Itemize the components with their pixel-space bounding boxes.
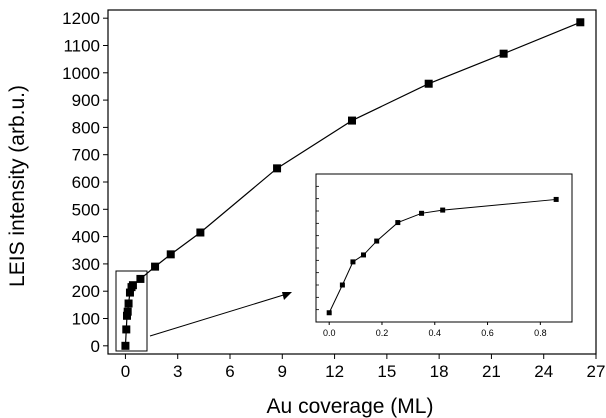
x-tick-label: 3 — [173, 362, 182, 381]
data-point — [128, 281, 137, 290]
y-tick-label: 0 — [91, 337, 100, 356]
inset-data-point — [419, 210, 425, 216]
x-tick-label: 0 — [121, 362, 130, 381]
y-tick-label: 500 — [72, 200, 100, 219]
x-tick-label: 24 — [534, 362, 553, 381]
data-point — [125, 288, 134, 297]
y-axis-title: LEIS intensity (arb.u.) — [6, 85, 29, 287]
data-point — [166, 250, 175, 259]
inset-data-point — [440, 207, 446, 213]
inset-data-point — [374, 238, 380, 244]
y-tick-label: 900 — [72, 91, 100, 110]
data-point — [348, 116, 356, 125]
inset-x-tick-label: 0.4 — [429, 328, 442, 338]
data-point — [273, 164, 282, 173]
y-tick-label: 100 — [72, 310, 100, 329]
x-tick-label: 15 — [377, 362, 396, 381]
data-point — [499, 49, 508, 58]
x-axis-title: Au coverage (ML) — [267, 395, 434, 418]
y-tick-label: 300 — [72, 255, 100, 274]
inset-plot-frame — [315, 173, 573, 323]
y-tick-label: 200 — [72, 282, 100, 301]
data-point — [151, 262, 160, 271]
inset-data-point — [395, 220, 401, 226]
y-tick-label: 600 — [72, 173, 100, 192]
y-tick-label: 1000 — [62, 64, 100, 83]
data-point — [576, 18, 585, 27]
x-tick-label: 21 — [482, 362, 501, 381]
x-tick-label: 27 — [587, 362, 606, 381]
data-point — [121, 341, 130, 350]
x-tick-label: 12 — [325, 362, 344, 381]
inset-x-tick-label: 0.6 — [481, 328, 494, 338]
y-tick-label: 1100 — [63, 36, 100, 55]
data-point — [424, 79, 433, 88]
inset-x-tick-label: 0.0 — [323, 328, 336, 338]
data-point — [196, 228, 205, 237]
inset-data-point — [339, 282, 345, 288]
inset-data-point — [350, 259, 356, 265]
zoom-region-box — [115, 270, 148, 352]
data-point — [123, 307, 132, 316]
data-point — [122, 325, 131, 334]
inset-data-point — [326, 310, 332, 316]
x-tick-label: 9 — [278, 362, 287, 381]
inset-data-point — [361, 252, 367, 258]
inset-data-point — [553, 196, 559, 202]
y-tick-label: 700 — [72, 146, 100, 165]
y-tick-label: 400 — [72, 228, 100, 247]
y-tick-label: 1200 — [62, 9, 100, 28]
inset-x-tick-label: 0.8 — [534, 328, 547, 338]
inset-x-tick-label: 0.2 — [376, 328, 389, 338]
zoom-arrow — [149, 292, 292, 337]
data-point — [122, 311, 131, 320]
data-point — [124, 299, 133, 308]
inset-plot: 0.0 0.2 0.4 0.6 0.8 — [315, 173, 573, 338]
x-tick-label: 6 — [225, 362, 234, 381]
x-tick-label: 18 — [430, 362, 449, 381]
y-tick-label: 800 — [72, 118, 100, 137]
data-point — [136, 274, 145, 283]
